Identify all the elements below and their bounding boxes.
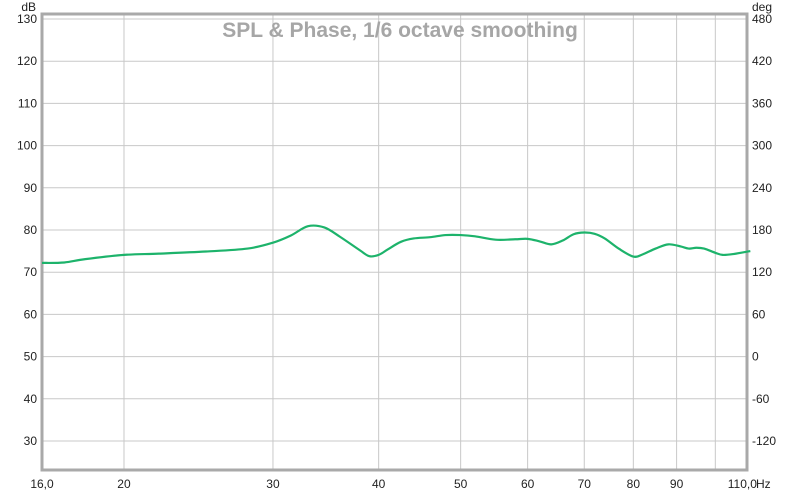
y-tick-label: 60 [24, 307, 38, 321]
y-tick-label: 40 [24, 392, 38, 406]
tick-labels: 1301201101009080706050403048042036030024… [17, 12, 776, 491]
y-tick-label: 100 [17, 139, 37, 153]
grid [42, 14, 747, 470]
y-tick-label: 130 [17, 12, 37, 26]
chart-title: SPL & Phase, 1/6 octave smoothing [222, 19, 578, 42]
y2-tick-label: 120 [752, 265, 772, 279]
y2-tick-label: 480 [752, 12, 772, 26]
x-axis-label: Hz [756, 477, 771, 491]
y-tick-label: 90 [24, 181, 38, 195]
y2-tick-label: -120 [752, 434, 776, 448]
y-axis-label: dB [21, 0, 36, 14]
x-tick-label: 30 [266, 477, 280, 491]
y2-tick-label: -60 [752, 392, 770, 406]
y-tick-label: 80 [24, 223, 38, 237]
spl-series-line [41, 224, 751, 265]
y2-tick-label: 360 [752, 96, 772, 110]
x-tick-label: 50 [454, 477, 468, 491]
plot-frame [40, 12, 749, 472]
x-tick-label: 60 [521, 477, 535, 491]
y-tick-label: 50 [24, 350, 38, 364]
x-tick-label: 20 [117, 477, 131, 491]
y-tick-label: 120 [17, 54, 37, 68]
y2-tick-label: 180 [752, 223, 772, 237]
x-tick-label: 70 [578, 477, 592, 491]
y-tick-label: 110 [18, 96, 37, 110]
series-layer [41, 224, 751, 265]
y-tick-label: 30 [24, 434, 38, 448]
y2-tick-label: 420 [752, 54, 772, 68]
y2-axis-label: deg [752, 0, 772, 14]
x-tick-label: 90 [670, 477, 684, 491]
y2-tick-label: 300 [752, 139, 772, 153]
y2-tick-label: 60 [752, 307, 766, 321]
y2-tick-label: 0 [752, 350, 759, 364]
x-tick-label: 16,0 [30, 477, 54, 491]
y2-tick-label: 240 [752, 181, 772, 195]
y-tick-label: 70 [24, 265, 38, 279]
x-tick-label: 40 [372, 477, 386, 491]
x-tick-label: 110,0 [728, 477, 757, 491]
x-tick-label: 80 [627, 477, 641, 491]
